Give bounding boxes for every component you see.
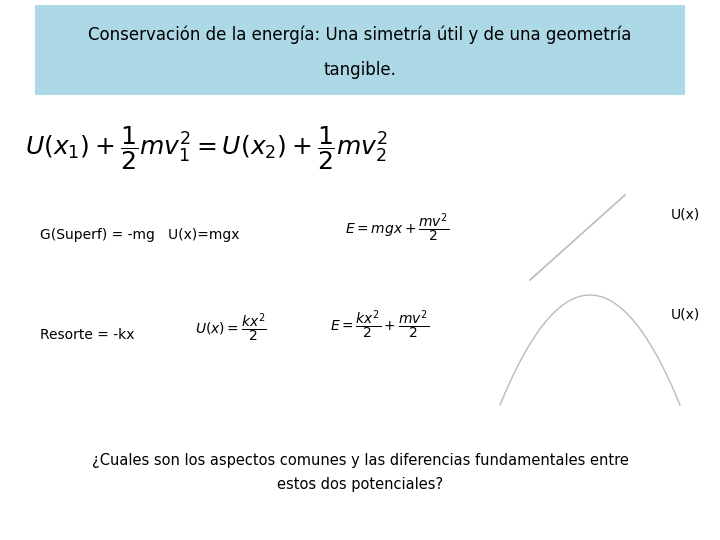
Text: U(x): U(x) [671, 208, 700, 222]
Text: Resorte = -kx: Resorte = -kx [40, 328, 135, 342]
Text: $E=mgx+\dfrac{mv^2}{2}$: $E=mgx+\dfrac{mv^2}{2}$ [345, 212, 449, 245]
Text: U(x): U(x) [671, 308, 700, 322]
Text: $E=\dfrac{kx^2}{2}+\dfrac{mv^2}{2}$: $E=\dfrac{kx^2}{2}+\dfrac{mv^2}{2}$ [330, 308, 429, 341]
Text: tangible.: tangible. [323, 61, 397, 79]
Text: Conservación de la energía: Una simetría útil y de una geometría: Conservación de la energía: Una simetría… [89, 26, 631, 44]
Text: estos dos potenciales?: estos dos potenciales? [277, 477, 443, 492]
Text: ¿Cuales son los aspectos comunes y las diferencias fundamentales entre: ¿Cuales son los aspectos comunes y las d… [91, 453, 629, 468]
Text: G(Superf) = -mg   U(x)=mgx: G(Superf) = -mg U(x)=mgx [40, 228, 240, 242]
Text: $U(x_1)+\dfrac{1}{2}mv_1^2=U(x_2)+\dfrac{1}{2}mv_2^2$: $U(x_1)+\dfrac{1}{2}mv_1^2=U(x_2)+\dfrac… [25, 124, 388, 172]
Text: $U(x)=\dfrac{kx^2}{2}$: $U(x)=\dfrac{kx^2}{2}$ [195, 312, 266, 345]
FancyBboxPatch shape [35, 5, 685, 95]
